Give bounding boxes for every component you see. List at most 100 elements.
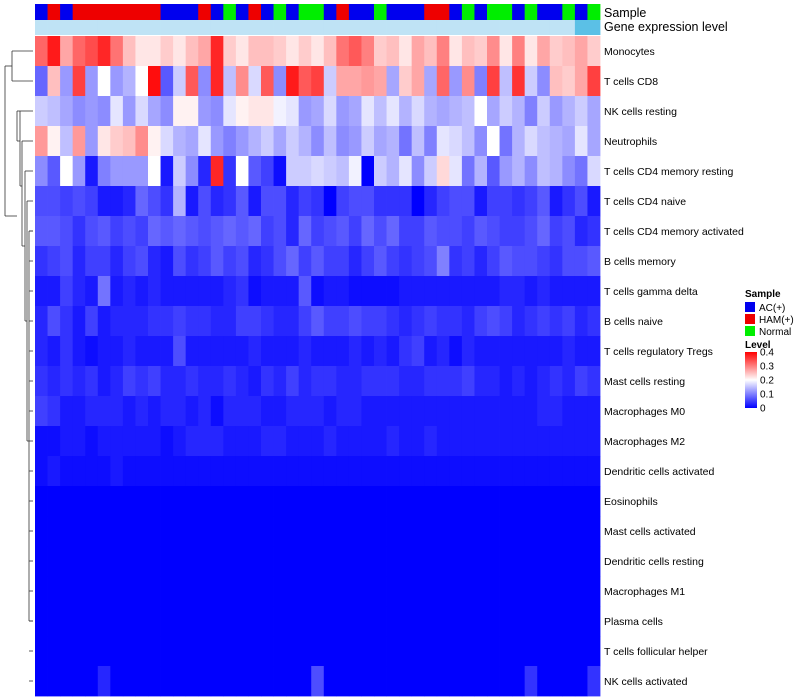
heatmap-cell [574,216,588,247]
heatmap-cell [374,96,387,127]
heatmap-cell [198,546,212,577]
sample-legend-label: Normal [759,327,791,338]
heatmap-cell [72,576,86,607]
row-label: Mast cells resting [604,376,685,388]
heatmap-cell [549,366,563,397]
level-legend-tick: 0.3 [760,362,774,373]
row-label: Dendritic cells resting [604,556,704,568]
heatmap-cell [399,636,413,667]
heatmap-cell [198,636,212,667]
heatmap-cell [185,336,199,367]
heatmap-cell [198,486,212,517]
heatmap-cell [135,366,149,397]
row-label: B cells naive [604,316,663,328]
expression-annotation-cell [47,20,61,35]
heatmap-cell [35,336,48,367]
heatmap-cell [185,636,199,667]
heatmap-cell [148,366,161,397]
heatmap-cell [436,636,450,667]
heatmap-cell [424,576,438,607]
heatmap-cell [85,126,99,157]
heatmap-cell [248,486,262,517]
heatmap-cell [449,546,463,577]
heatmap-cell [273,126,287,157]
heatmap-cell [248,66,262,97]
heatmap-cell [311,96,325,127]
heatmap-cell [574,576,588,607]
heatmap-cell [173,156,187,187]
heatmap-cell [47,486,61,517]
heatmap-cell [499,156,513,187]
heatmap-cell [461,156,475,187]
heatmap-cell [35,486,48,517]
heatmap-cell [173,306,187,337]
heatmap-cell [110,306,124,337]
heatmap-cell [135,396,149,427]
expression-annotation-cell [110,20,124,35]
heatmap-cell [336,636,350,667]
heatmap-cell [47,306,61,337]
heatmap-cell [336,576,350,607]
heatmap-cell [122,186,136,217]
annotation-label: Sample [604,6,646,20]
heatmap-cell [436,486,450,517]
heatmap-cell [110,486,124,517]
heatmap-cell [122,156,136,187]
heatmap-cell [35,576,48,607]
heatmap-cell [348,336,362,367]
heatmap-cell [35,546,48,577]
heatmap-cell [587,246,601,277]
heatmap-cell [474,336,488,367]
heatmap-cell [449,306,463,337]
heatmap-cell [386,306,400,337]
heatmap-cell [47,336,61,367]
heatmap-cell [399,546,413,577]
heatmap-cell [110,246,124,277]
heatmap-cell [424,36,438,67]
heatmap-cell [386,516,400,547]
heatmap-cell [298,216,312,247]
heatmap-cell [160,666,174,697]
heatmap-cell [235,126,249,157]
heatmap-cell [323,156,337,187]
heatmap-cell [273,366,287,397]
sample-annotation-cell [97,4,111,20]
heatmap-cell [135,36,149,67]
sample-annotation-cell [537,4,551,20]
heatmap-cell [47,186,61,217]
heatmap-cell [273,336,287,367]
heatmap-cell [35,306,48,337]
sample-annotation-cell [85,4,99,20]
heatmap-cell [348,96,362,127]
heatmap-cell [524,576,538,607]
heatmap-cell [311,36,325,67]
row-label: Monocytes [604,46,655,58]
heatmap-cell [386,576,400,607]
heatmap-cell [35,216,48,247]
heatmap-cell [198,96,212,127]
heatmap-cell [487,486,500,517]
heatmap-cell [524,216,538,247]
heatmap-cell [487,366,500,397]
heatmap-cell [286,126,300,157]
heatmap-cell [386,276,400,307]
heatmap-cell [399,486,413,517]
heatmap-cell [499,336,513,367]
heatmap-cell [487,396,500,427]
heatmap-cell [574,156,588,187]
heatmap-cell [499,456,513,487]
heatmap-cell [374,546,387,577]
heatmap-cell [122,306,136,337]
heatmap-cell [185,546,199,577]
heatmap-cell [436,516,450,547]
heatmap-cell [97,396,111,427]
heatmap-cell [474,666,488,697]
heatmap-cell [386,96,400,127]
heatmap-cell [512,546,526,577]
heatmap-cell [549,636,563,667]
heatmap-cell [361,396,375,427]
heatmap-cell [348,576,362,607]
heatmap-cell [72,426,86,457]
heatmap-cell [487,246,500,277]
row-label: Dendritic cells activated [604,466,714,478]
